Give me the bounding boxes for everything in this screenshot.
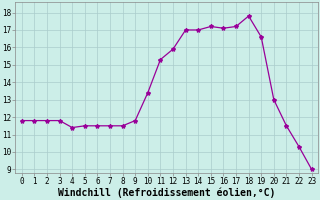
X-axis label: Windchill (Refroidissement éolien,°C): Windchill (Refroidissement éolien,°C) <box>58 187 276 198</box>
